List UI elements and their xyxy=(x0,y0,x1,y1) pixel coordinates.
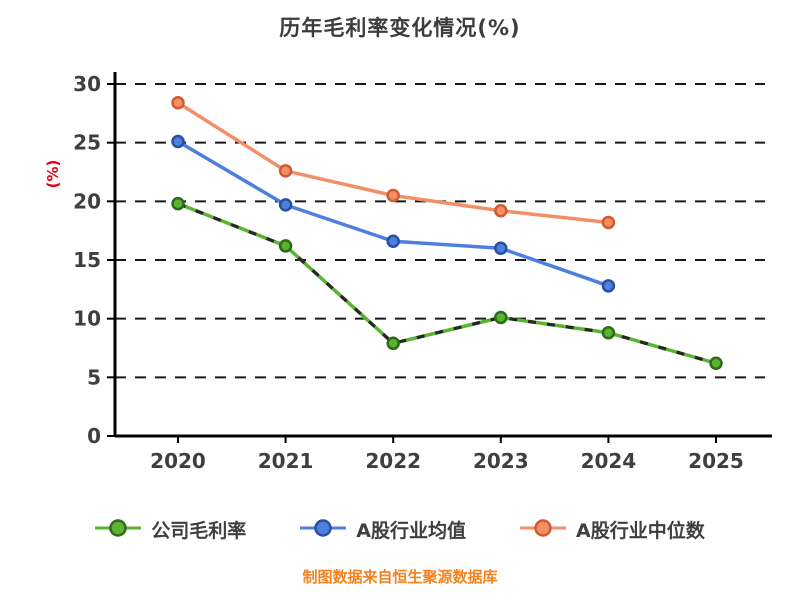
data-source-note: 制图数据来自恒生聚源数据库 xyxy=(302,568,498,586)
data-point xyxy=(601,215,616,230)
legend-marker-blue xyxy=(300,517,347,543)
data-point xyxy=(171,96,185,110)
data-point xyxy=(278,164,293,178)
data-point xyxy=(601,279,616,293)
x-tick-label: 2023 xyxy=(473,449,529,473)
y-tick-label: 0 xyxy=(87,424,101,448)
x-tick-label: 2024 xyxy=(581,449,637,473)
data-point xyxy=(494,203,508,218)
data-point xyxy=(386,336,400,351)
data-point xyxy=(278,198,293,212)
legend-item-industry-median: A股行业中位数 xyxy=(520,516,705,543)
legend-label: A股行业中位数 xyxy=(576,520,705,542)
data-point xyxy=(494,310,508,325)
legend-label: A股行业均值 xyxy=(356,520,466,542)
legend-marker-green xyxy=(95,517,142,543)
data-point xyxy=(278,239,293,253)
series-2 xyxy=(171,96,616,230)
data-point xyxy=(386,234,400,248)
data-point xyxy=(709,356,723,371)
y-tick-label: 15 xyxy=(73,248,101,272)
y-tick-label: 30 xyxy=(73,72,101,96)
legend-item-company-gross-margin: 公司毛利率 xyxy=(95,516,246,543)
x-tick-label: 2021 xyxy=(258,449,314,473)
data-point xyxy=(171,196,185,211)
x-tick-label: 2025 xyxy=(688,449,744,473)
data-point xyxy=(171,134,185,149)
y-tick-label: 25 xyxy=(73,131,101,155)
chart-title: 历年毛利率变化情况(%) xyxy=(279,16,521,40)
gridlines xyxy=(115,83,765,379)
data-point xyxy=(494,241,508,256)
series-0 xyxy=(171,196,723,371)
legend-marker-orange xyxy=(520,517,566,543)
x-tick-label: 2020 xyxy=(150,449,206,473)
x-tick-label: 2022 xyxy=(365,449,421,473)
legend-label: 公司毛利率 xyxy=(151,520,247,542)
legend-item-industry-mean: A股行业均值 xyxy=(300,516,466,543)
data-point xyxy=(386,188,400,203)
y-axis-label: (%) xyxy=(44,160,62,189)
y-tick-label: 20 xyxy=(73,189,101,213)
chart-legend: 公司毛利率 A股行业均值 A股行业中位数 xyxy=(0,516,800,543)
y-tick-label: 10 xyxy=(73,307,101,331)
series-1 xyxy=(171,134,616,293)
data-point xyxy=(601,325,616,340)
y-tick-label: 5 xyxy=(87,365,101,389)
